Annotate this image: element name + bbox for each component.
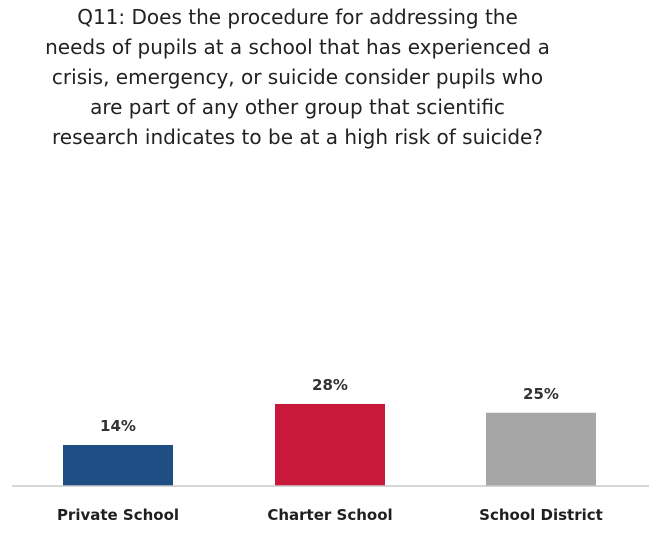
bar-school-district — [486, 412, 596, 486]
data-label-private-school: 14% — [100, 417, 136, 435]
category-label-school-district: School District — [479, 506, 603, 524]
data-label-school-district: 25% — [523, 385, 559, 403]
data-label-charter-school: 28% — [312, 376, 348, 394]
category-label-charter-school: Charter School — [267, 506, 392, 524]
category-label-private-school: Private School — [57, 506, 179, 524]
chart-title: Q11: Does the procedure for addressing t… — [45, 5, 550, 149]
bar-private-school — [63, 444, 173, 486]
labels-layer: 14% Private School 28% Charter School 25% Sch… — [57, 376, 603, 524]
bars-layer — [63, 403, 596, 486]
bar-charter-school — [275, 403, 385, 486]
